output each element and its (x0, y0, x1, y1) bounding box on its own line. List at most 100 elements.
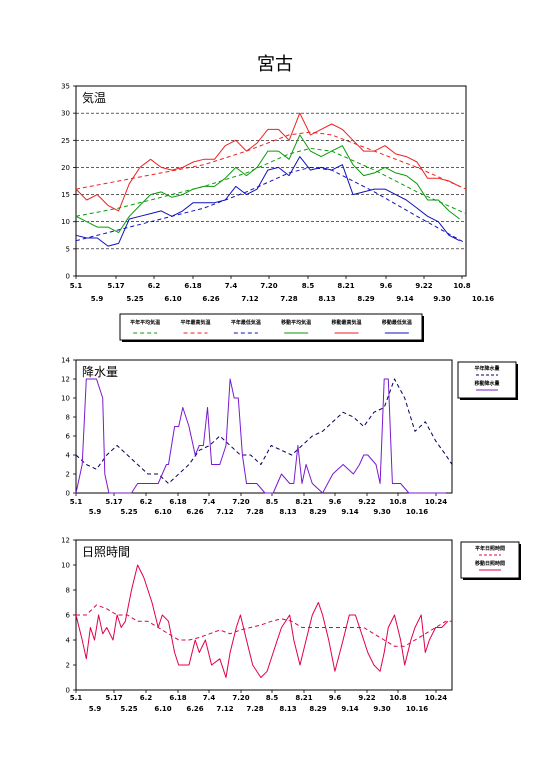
x-tick-label-upper: 8.5 (302, 282, 315, 290)
y-tick-label: 30 (61, 110, 70, 118)
x-tick-label-lower: 6.26 (202, 295, 219, 303)
panel-title: 気温 (82, 90, 106, 105)
y-tick-label: 12 (61, 537, 70, 545)
y-tick-label: 6 (66, 433, 71, 441)
y-tick-label: 4 (66, 452, 71, 460)
series-line-2-1 (75, 564, 449, 678)
y-tick-label: 2 (66, 662, 70, 670)
legend-label: 移動最低気温 (382, 319, 412, 326)
series-line-0-5 (75, 156, 460, 247)
x-tick-label-upper: 10.8 (389, 498, 406, 506)
y-tick-label: 0 (66, 687, 70, 695)
legend-label: 移動降水量 (474, 380, 499, 387)
y-tick-label: 8 (66, 414, 70, 422)
x-tick-label-upper: 6.2 (148, 282, 161, 290)
x-tick-label-upper: 8.5 (266, 694, 279, 702)
y-tick-label: 4 (66, 637, 71, 645)
x-tick-label-upper: 7.4 (225, 282, 238, 290)
x-tick-label-lower: 5.9 (89, 508, 102, 516)
x-tick-label-lower: 7.28 (246, 508, 263, 516)
x-tick-label-lower: 6.10 (154, 508, 171, 516)
x-tick-label-lower: 6.26 (186, 705, 203, 713)
x-tick-label-lower: 9.30 (373, 508, 390, 516)
y-tick-label: 0 (66, 273, 70, 281)
y-tick-label: 6 (66, 612, 71, 620)
x-tick-label-lower: 8.13 (279, 705, 296, 713)
x-tick-label-upper: 9.6 (380, 282, 393, 290)
series-line-2-0 (76, 604, 452, 647)
legend-label: 移動最高気温 (331, 319, 361, 326)
x-tick-label-lower: 9.14 (341, 705, 358, 713)
page-title: 宮古 (257, 54, 293, 75)
legend-label: 平年日照時間 (475, 545, 505, 552)
x-tick-label-upper: 9.6 (329, 498, 342, 506)
panel-title: 日照時間 (82, 545, 130, 559)
y-tick-label: 8 (66, 587, 70, 595)
legend-label: 平年降水量 (474, 365, 499, 372)
x-tick-label-upper: 5.17 (105, 694, 122, 702)
x-tick-label-lower: 8.29 (309, 508, 326, 516)
series-line-0-1 (75, 131, 467, 190)
x-tick-label-lower: 5.25 (120, 508, 137, 516)
x-tick-label-upper: 6.18 (169, 498, 186, 506)
y-tick-label: 25 (61, 137, 70, 145)
x-tick-label-upper: 8.21 (337, 282, 354, 290)
series-line-0-0 (75, 147, 467, 217)
x-tick-label-upper: 10.24 (425, 498, 447, 506)
plot-frame (75, 539, 453, 691)
x-tick-label-upper: 5.1 (70, 282, 83, 290)
series-line-0-3 (75, 134, 460, 234)
x-tick-label-lower: 8.29 (357, 295, 374, 303)
x-tick-label-upper: 10.8 (389, 694, 406, 702)
x-tick-label-upper: 9.22 (358, 694, 375, 702)
x-tick-label-upper: 10.24 (425, 694, 447, 702)
x-tick-label-upper: 7.4 (203, 694, 216, 702)
x-tick-label-lower: 9.30 (373, 705, 390, 713)
series-line-0-2 (75, 166, 467, 244)
y-tick-label: 0 (66, 490, 70, 498)
x-tick-label-upper: 5.1 (70, 498, 83, 506)
legend-box (457, 361, 517, 399)
x-tick-label-upper: 9.22 (358, 498, 375, 506)
y-tick-label: 2 (66, 471, 70, 479)
series-line-0-4 (75, 112, 460, 212)
x-tick-label-lower: 9.14 (396, 295, 413, 303)
legend-label: 平年最低気温 (231, 319, 261, 326)
x-tick-label-upper: 10.8 (453, 282, 470, 290)
x-tick-label-upper: 6.2 (140, 694, 153, 702)
x-tick-label-upper: 6.18 (169, 694, 186, 702)
y-tick-label: 35 (61, 83, 70, 91)
x-tick-label-upper: 7.4 (203, 498, 216, 506)
x-tick-label-upper: 7.20 (260, 282, 277, 290)
x-tick-label-upper: 6.18 (184, 282, 201, 290)
x-tick-label-upper: 7.20 (232, 498, 249, 506)
x-tick-label-lower: 6.10 (164, 295, 181, 303)
x-tick-label-upper: 7.20 (232, 694, 249, 702)
x-tick-label-upper: 8.5 (266, 498, 279, 506)
chart-panel-2 (73, 539, 453, 693)
legend-box (119, 313, 423, 341)
x-tick-label-lower: 5.9 (89, 705, 102, 713)
series-line-1-1 (75, 378, 446, 494)
chart-panel-1 (73, 359, 453, 496)
y-tick-label: 12 (61, 376, 70, 384)
series-line-1-0 (75, 378, 453, 484)
x-tick-label-lower: 8.13 (279, 508, 296, 516)
legend-label: 移動日照時間 (475, 560, 505, 567)
x-tick-label-lower: 6.26 (186, 508, 203, 516)
x-tick-label-lower: 9.14 (341, 508, 358, 516)
x-tick-label-lower: 7.28 (246, 705, 263, 713)
plot-frame (75, 85, 467, 277)
x-tick-label-lower: 10.16 (472, 295, 494, 303)
x-tick-label-lower: 10.16 (406, 508, 428, 516)
legend-label: 平年最高気温 (180, 319, 210, 326)
x-tick-label-upper: 5.1 (70, 694, 83, 702)
x-tick-label-lower: 10.16 (406, 705, 428, 713)
y-tick-label: 10 (61, 562, 70, 570)
y-tick-label: 15 (61, 191, 70, 199)
y-tick-label: 10 (61, 218, 70, 226)
x-tick-label-lower: 7.12 (216, 705, 233, 713)
legend-box (460, 541, 520, 579)
x-tick-label-upper: 8.21 (295, 694, 312, 702)
